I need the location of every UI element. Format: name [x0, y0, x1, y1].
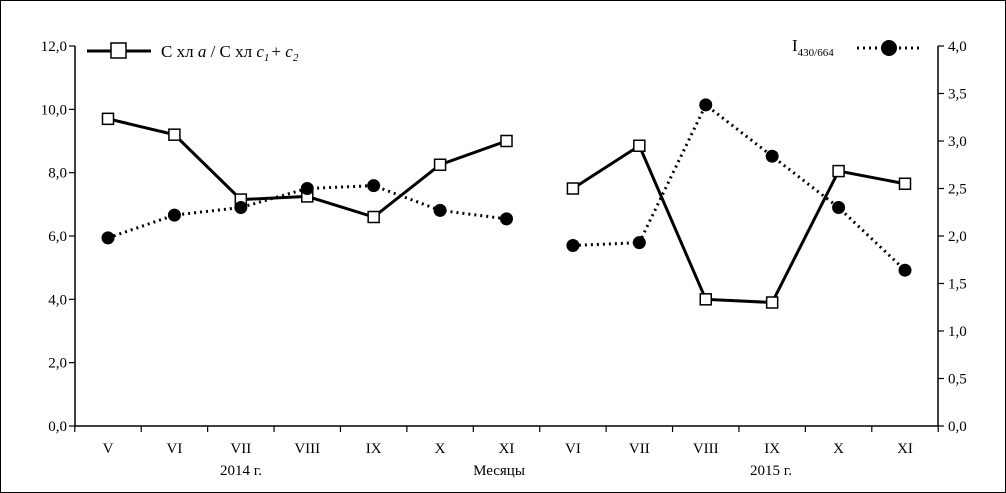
intensity-point: [632, 236, 646, 250]
x-tick-label: VII: [629, 441, 650, 457]
group-label-2014: 2014 г.: [220, 463, 262, 479]
intensity-point: [234, 201, 248, 214]
legend-left-marker: [110, 42, 127, 59]
legend-right-marker: [881, 40, 897, 56]
ratio-point: [101, 112, 115, 126]
ratio-point: [500, 134, 513, 148]
x-tick-label: IX: [366, 441, 382, 457]
left-tick-label: 6,0: [48, 229, 67, 245]
ratio-point: [699, 293, 712, 306]
ratio-point: [367, 210, 380, 224]
intensity-series-line: [572, 102, 907, 272]
x-tick-label: VI: [167, 441, 183, 457]
x-tick-label: VIII: [294, 441, 320, 457]
ratio-point: [898, 177, 912, 190]
legend-right: I430/664: [792, 36, 921, 59]
ratio-point: [168, 128, 181, 141]
intensity-point: [367, 179, 381, 193]
intensity-point: [699, 98, 713, 112]
x-tick-label: VII: [230, 441, 251, 457]
left-tick-label: 10,0: [41, 102, 67, 118]
intensity-point: [566, 239, 580, 252]
ratio-series-line: [572, 143, 906, 305]
x-ticks: V VI VII VIII IX X XI VI VII VIII IX X XI: [74, 426, 939, 457]
intensity-point: [101, 231, 115, 245]
legend-right-text: I430/664: [792, 36, 834, 59]
legend-left: С хл a / С хл c1 + c2: [87, 42, 299, 64]
series-layer: [101, 98, 912, 309]
ratio-point: [433, 158, 447, 171]
x-tick-label: IX: [764, 441, 780, 457]
intensity-point: [433, 203, 447, 217]
x-tick-label: X: [435, 441, 446, 457]
left-tick-label: 8,0: [48, 166, 67, 182]
group-label-2015: 2015 г.: [750, 463, 792, 479]
ratio-point: [832, 164, 845, 178]
left-tick-label: 0,0: [48, 419, 67, 435]
right-tick-label: 0,0: [948, 419, 967, 435]
intensity-point: [765, 149, 779, 163]
x-axis-title: Месяцы: [473, 463, 525, 479]
intensity-point: [300, 182, 314, 195]
right-tick-label: 3,0: [948, 134, 967, 150]
right-tick-label: 2,0: [948, 229, 967, 245]
legend-left-text: С хл a / С хл c1 + c2: [161, 42, 299, 64]
left-ticks: 0,0 2,0 4,0 6,0 8,0 10,0 12,0: [41, 39, 75, 435]
right-tick-label: 0,5: [948, 372, 967, 388]
intensity-point: [832, 201, 846, 214]
intensity-point: [898, 263, 912, 277]
intensity-point: [500, 212, 513, 226]
x-tick-label: VI: [565, 441, 581, 457]
left-tick-label: 4,0: [48, 292, 67, 308]
right-tick-label: 3,5: [948, 87, 967, 103]
ratio-point: [633, 139, 646, 152]
right-tick-label: 1,5: [948, 277, 967, 293]
x-tick-label: XI: [499, 441, 515, 457]
ratio-point: [765, 296, 779, 309]
right-tick-label: 4,0: [948, 39, 967, 55]
ratio-point: [566, 182, 580, 195]
right-tick-label: 1,0: [948, 324, 967, 340]
right-ticks: 0,0 0,5 1,0 1,5 2,0 2,5 3,0 3,5 4,0: [938, 39, 967, 435]
left-tick-label: 2,0: [48, 356, 67, 372]
x-tick-label: VIII: [693, 441, 719, 457]
x-tick-label: V: [103, 441, 114, 457]
intensity-point: [167, 208, 181, 222]
x-tick-label: XI: [897, 441, 913, 457]
left-tick-label: 12,0: [41, 39, 67, 55]
right-tick-label: 2,5: [948, 182, 967, 198]
x-tick-label: X: [833, 441, 844, 457]
